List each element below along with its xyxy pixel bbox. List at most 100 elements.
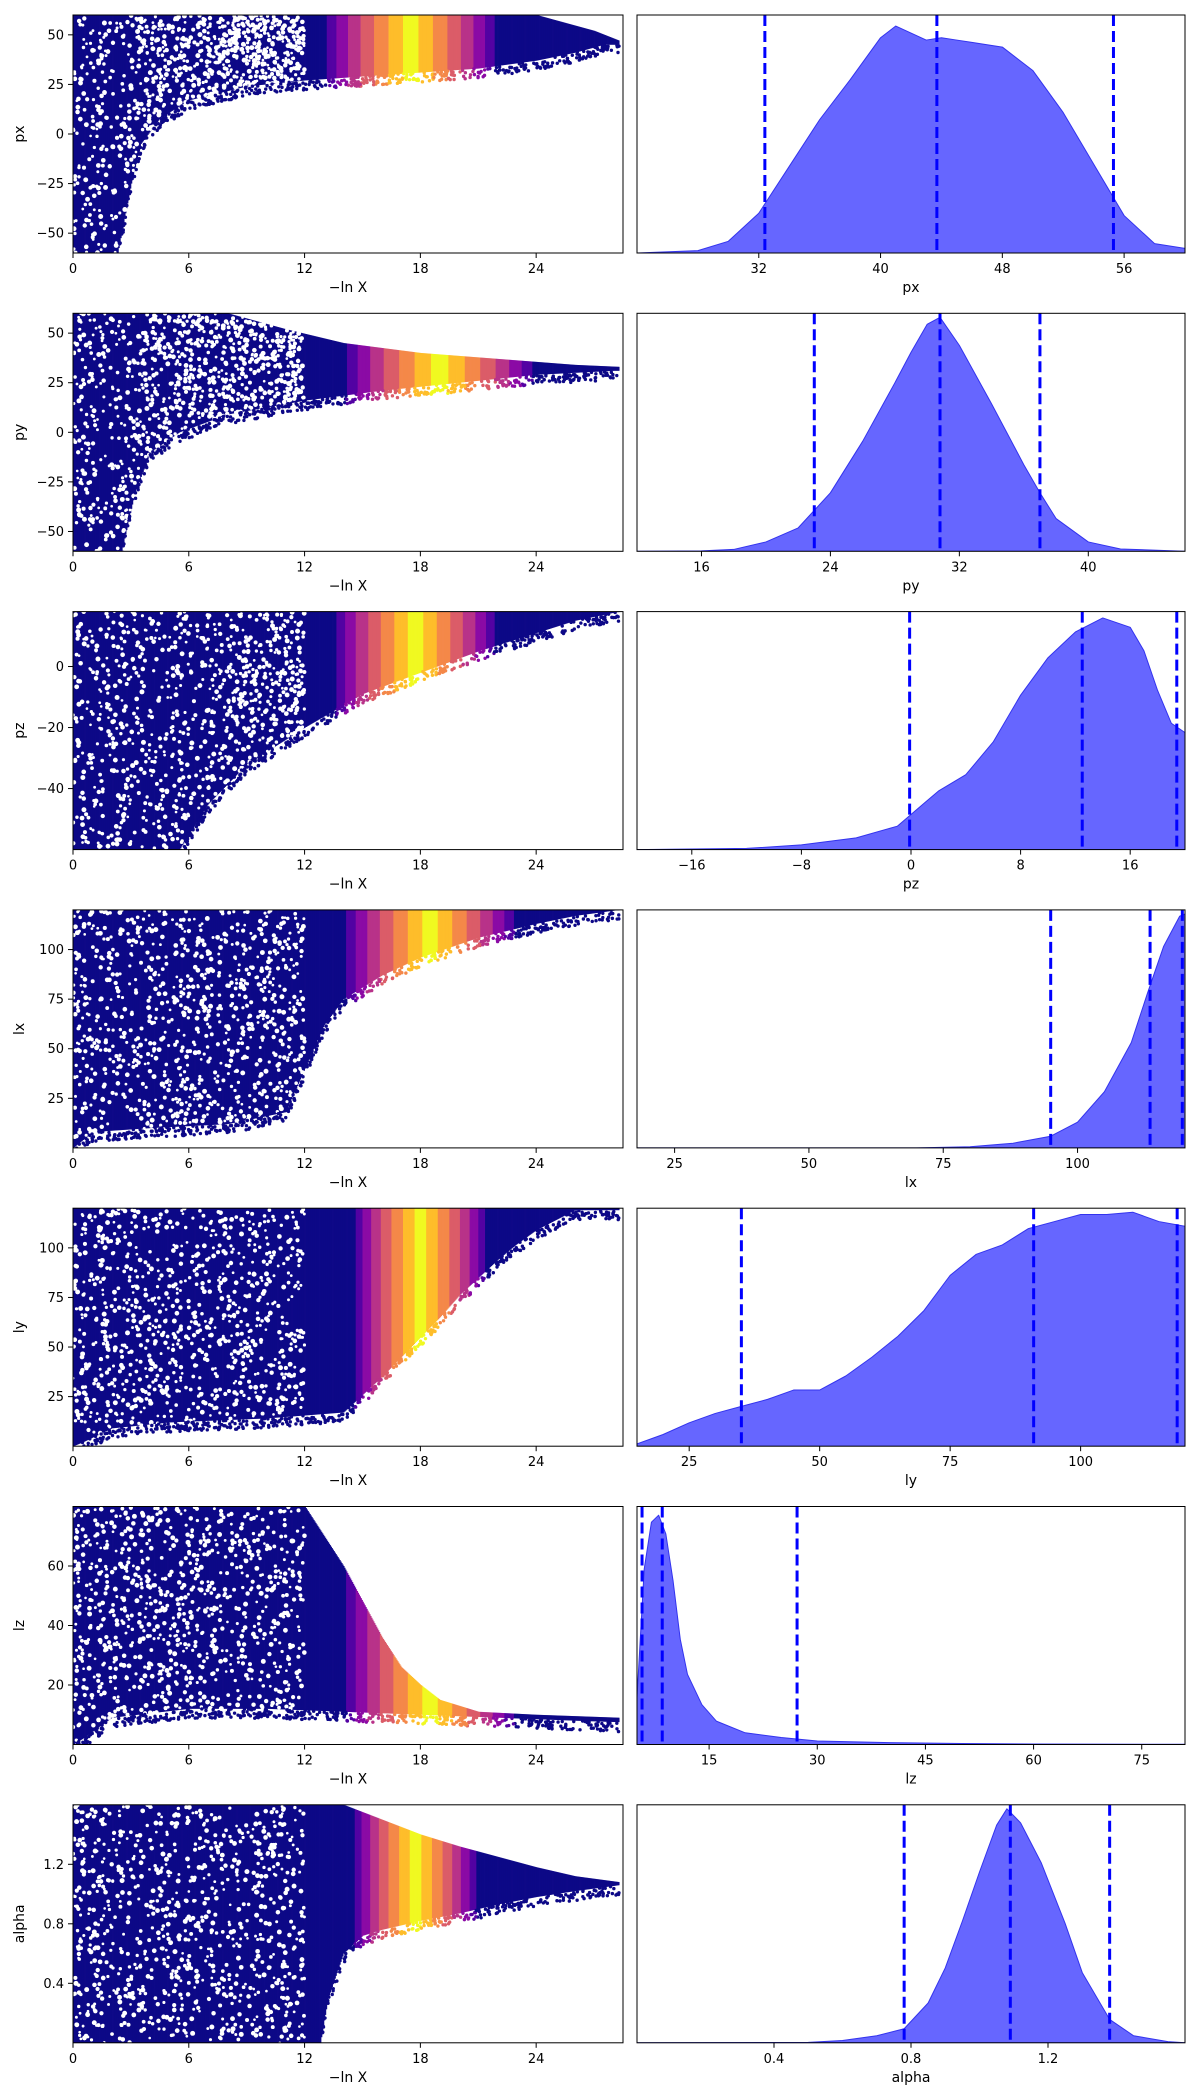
scatter-strip (391, 15, 393, 75)
scatter-strip (518, 15, 521, 63)
scatter-strip (604, 366, 607, 372)
scatter-point (451, 70, 455, 74)
scatter-strip (271, 325, 274, 407)
scatter-gap (135, 35, 139, 39)
density-area (637, 316, 1185, 552)
scatter-strip (274, 15, 277, 84)
scatter-gap (246, 36, 251, 42)
scatter-strip (213, 15, 216, 95)
scatter-gap (84, 217, 89, 223)
scatter-strip (489, 358, 492, 380)
scatter-point (301, 81, 305, 85)
y-tick-label: 25 (47, 376, 64, 391)
scatter-gap (106, 28, 112, 34)
scatter-gap (140, 739, 146, 745)
scatter-gap (126, 360, 132, 366)
scatter-strip (345, 611, 347, 705)
scatter-strip (161, 611, 164, 850)
scatter-point (472, 72, 477, 77)
scatter-gap (152, 669, 156, 673)
scatter-gap (83, 244, 89, 250)
scatter-strip (598, 365, 601, 372)
scatter-strip (413, 15, 415, 73)
scatter-gap (81, 91, 87, 96)
scatter-strip (258, 321, 260, 409)
scatter-strip (201, 611, 203, 815)
scatter-gap (96, 352, 102, 357)
scatter-point (458, 389, 463, 393)
scatter-strip (185, 15, 188, 103)
scatter-strip (388, 15, 390, 75)
scatter-strip (208, 313, 210, 422)
scatter-gap (204, 92, 208, 96)
scatter-point (512, 384, 517, 388)
scatter-strip (257, 611, 259, 758)
scatter-gap (234, 41, 239, 46)
scatter-strip (166, 611, 168, 850)
scatter-gap (229, 70, 233, 73)
scatter-strip (133, 313, 136, 497)
scatter-strip (539, 362, 541, 375)
scatter-gap (217, 20, 222, 25)
scatter-strip (412, 15, 415, 74)
scatter-point (421, 385, 426, 390)
scatter-strip (282, 15, 284, 83)
scatter-gap (73, 76, 78, 82)
scatter-strip (180, 15, 182, 106)
scatter-gap (134, 387, 138, 392)
scatter-strip (602, 34, 605, 46)
scatter-strip (177, 611, 179, 850)
scatter-strip (468, 15, 470, 70)
scatter-gap (226, 325, 231, 330)
scatter-gap (76, 18, 82, 24)
scatter-gap (263, 54, 269, 60)
scatter-strip (328, 15, 331, 79)
scatter-strip (375, 15, 377, 76)
scatter-gap (101, 20, 107, 26)
scatter-gap (108, 365, 113, 370)
scatter-gap (115, 831, 120, 836)
scatter-strip (566, 364, 568, 374)
scatter-gap (147, 376, 152, 381)
scatter-strip (512, 611, 514, 641)
scatter-strip (122, 611, 124, 850)
scatter-strip (396, 15, 398, 75)
scatter-strip (375, 347, 378, 392)
scatter-gap (258, 385, 263, 390)
scatter-gap (100, 368, 105, 373)
scatter-point (365, 80, 369, 85)
scatter-point (388, 74, 393, 78)
scatter-point (615, 44, 619, 49)
scatter-point (493, 68, 498, 73)
scatter-strip (612, 611, 614, 613)
scatter-gap (91, 119, 95, 123)
scatter-strip (439, 15, 442, 72)
scatter-gap (296, 683, 302, 689)
scatter-strip (361, 611, 363, 695)
scatter-strip (436, 15, 439, 72)
scatter-strip (210, 313, 213, 421)
scatter-strip (499, 15, 501, 66)
scatter-strip (469, 356, 471, 382)
scatter-point (374, 396, 378, 400)
scatter-gap (217, 37, 221, 41)
scatter-strip (360, 611, 362, 696)
scatter-point (526, 69, 531, 73)
scatter-gap (205, 36, 211, 42)
scatter-point (439, 77, 444, 81)
scatter-strip (122, 313, 124, 548)
scatter-gap (119, 731, 123, 736)
scatter-gap (301, 41, 306, 46)
scatter-gap (179, 91, 184, 96)
scatter-strip (504, 15, 506, 65)
scatter-gap (122, 206, 128, 212)
scatter-gap (159, 350, 163, 355)
scatter-strip (510, 611, 512, 642)
scatter-gap (119, 496, 125, 502)
scatter-strip (400, 611, 402, 681)
scatter-strip (73, 313, 75, 552)
scatter-gap (279, 348, 283, 353)
scatter-gap (302, 669, 307, 675)
scatter-strip (399, 611, 401, 681)
scatter-gap (249, 405, 254, 410)
